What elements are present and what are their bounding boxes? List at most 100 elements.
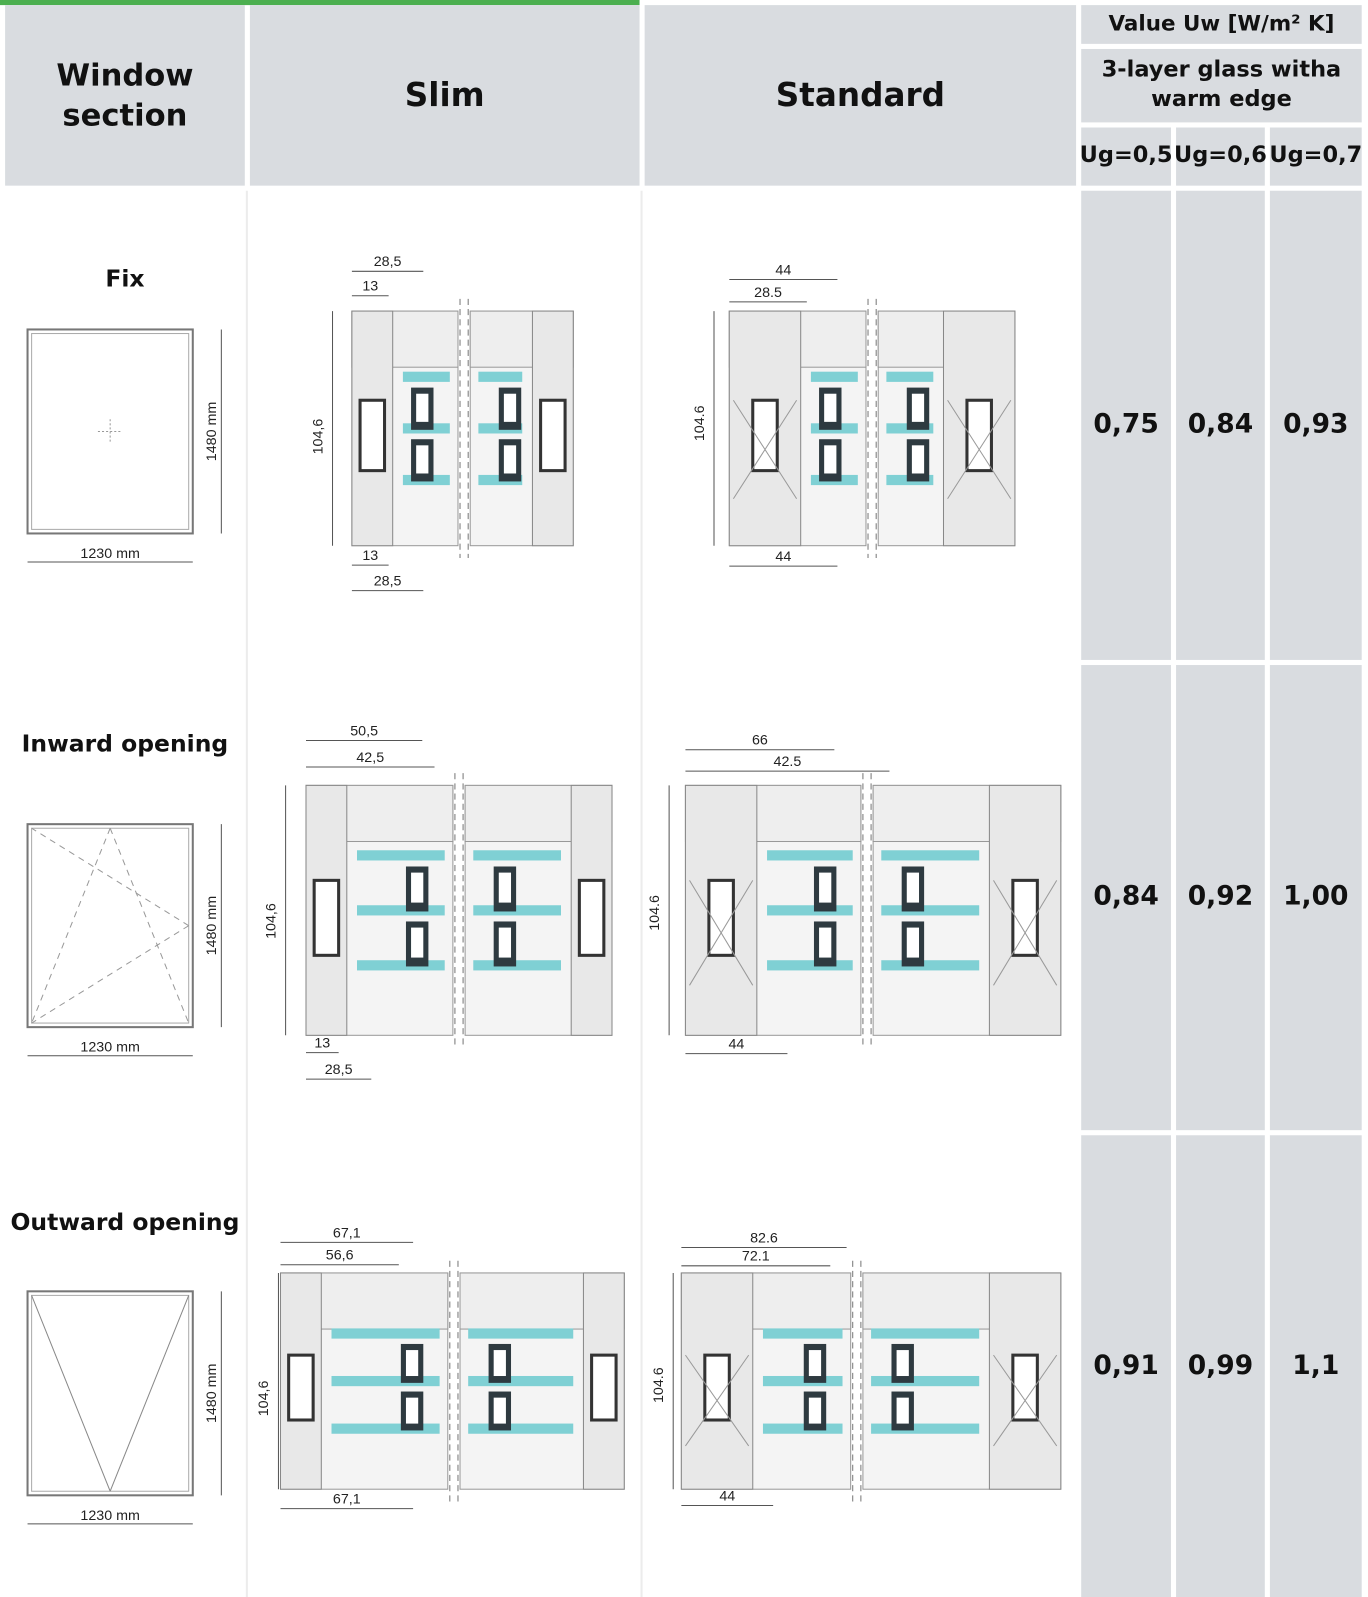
window-frame bbox=[26, 328, 194, 535]
glass bbox=[331, 1328, 440, 1339]
dim-label: 13 bbox=[362, 279, 378, 295]
dim-label: 1480 mm bbox=[204, 896, 220, 955]
dim-label: 72.1 bbox=[742, 1249, 770, 1265]
glass bbox=[331, 1375, 440, 1387]
green-bar bbox=[0, 0, 640, 6]
dim-label: 82.6 bbox=[750, 1230, 778, 1246]
dim-label: 1480 mm bbox=[204, 402, 220, 461]
dim-label: 28.5 bbox=[754, 285, 782, 301]
glass bbox=[881, 850, 980, 861]
glass bbox=[468, 1375, 574, 1387]
value-cell: 0,99 bbox=[1176, 1135, 1265, 1597]
dim-label: 28,5 bbox=[325, 1062, 353, 1078]
glass bbox=[810, 371, 858, 382]
glass bbox=[881, 905, 980, 916]
window-mark bbox=[31, 1295, 111, 1492]
glass bbox=[357, 850, 445, 861]
window-frame bbox=[31, 333, 190, 530]
spacer-in bbox=[503, 393, 517, 422]
dim-label: 67,1 bbox=[333, 1225, 361, 1241]
header-cell: Standard bbox=[644, 5, 1077, 186]
spacer-in bbox=[896, 1397, 909, 1424]
value-cell: 0,84 bbox=[1081, 665, 1171, 1131]
header-cell: Ug=0,6 bbox=[1174, 127, 1267, 186]
dim-label: 1230 mm bbox=[80, 546, 139, 562]
spacer-in bbox=[819, 927, 832, 958]
window-frame bbox=[26, 1290, 194, 1497]
gasket bbox=[287, 1353, 315, 1422]
dim-label: 42,5 bbox=[356, 750, 384, 766]
value-cell: 0,91 bbox=[1081, 1135, 1171, 1597]
gasket bbox=[1011, 1353, 1039, 1422]
insul bbox=[685, 1354, 750, 1447]
gasket bbox=[539, 398, 567, 473]
header-cell: Value Uw [W/m² K] bbox=[1081, 5, 1362, 44]
glass bbox=[357, 960, 445, 971]
spacer-in bbox=[416, 445, 429, 474]
spacer-in bbox=[498, 927, 512, 958]
glass bbox=[871, 1328, 980, 1339]
spacer-in bbox=[411, 927, 424, 958]
gasket bbox=[1011, 878, 1039, 957]
dim-label: 50,5 bbox=[350, 723, 378, 739]
spacer-in bbox=[911, 393, 925, 422]
glass bbox=[871, 1423, 980, 1434]
window-frame bbox=[31, 827, 190, 1024]
window-mark bbox=[31, 828, 111, 1024]
window-frame bbox=[31, 1294, 190, 1492]
spacer-in bbox=[493, 1397, 506, 1424]
spacer-in bbox=[405, 1350, 419, 1377]
separator bbox=[245, 190, 248, 1597]
gasket bbox=[312, 878, 341, 957]
insul bbox=[993, 1354, 1058, 1447]
row-label: Inward opening bbox=[21, 731, 229, 758]
dim-label: 67,1 bbox=[333, 1491, 361, 1507]
gasket bbox=[358, 398, 387, 473]
glass bbox=[331, 1423, 440, 1434]
glass bbox=[886, 371, 934, 382]
glass bbox=[402, 371, 450, 382]
dim-label: 42.5 bbox=[774, 754, 802, 770]
dim-label: 104,6 bbox=[263, 903, 279, 939]
glass bbox=[473, 850, 561, 861]
gasket bbox=[965, 398, 993, 473]
value-cell: 0,75 bbox=[1081, 190, 1171, 660]
glass bbox=[468, 1328, 574, 1339]
window-mark bbox=[31, 925, 189, 1024]
window-mark bbox=[31, 827, 189, 927]
dim-label: 28,5 bbox=[374, 573, 402, 589]
insul bbox=[732, 399, 798, 500]
window-mark bbox=[109, 1295, 190, 1492]
dim-label: 44 bbox=[719, 1488, 735, 1504]
glass bbox=[767, 850, 853, 861]
spacer-in bbox=[498, 872, 512, 903]
spacer-in bbox=[405, 1397, 419, 1424]
glass bbox=[881, 960, 980, 971]
header-cell: Slim bbox=[249, 5, 640, 186]
gasket bbox=[590, 1353, 618, 1422]
glass bbox=[468, 1423, 574, 1434]
spacer-in bbox=[824, 445, 837, 474]
spacer-in bbox=[896, 1350, 909, 1377]
header-cell: 3-layer glass witha warm edge bbox=[1081, 48, 1362, 123]
dim-label: 1230 mm bbox=[80, 1040, 139, 1056]
glass bbox=[473, 960, 561, 971]
gasket bbox=[703, 1353, 731, 1422]
glass bbox=[473, 905, 561, 916]
gasket bbox=[751, 398, 779, 473]
dim-label: 66 bbox=[752, 733, 768, 749]
spacer-in bbox=[411, 872, 424, 903]
header-cell: Window section bbox=[5, 5, 245, 186]
dim-label: 28,5 bbox=[374, 254, 402, 270]
glass bbox=[357, 905, 445, 916]
glass bbox=[762, 1423, 843, 1434]
spacer-in bbox=[911, 445, 925, 474]
window-mark bbox=[109, 828, 190, 1024]
glass bbox=[762, 1375, 843, 1387]
dim-label: 56,6 bbox=[326, 1248, 354, 1264]
gasket bbox=[707, 878, 735, 957]
spacer-in bbox=[906, 927, 920, 958]
glass bbox=[871, 1375, 980, 1387]
